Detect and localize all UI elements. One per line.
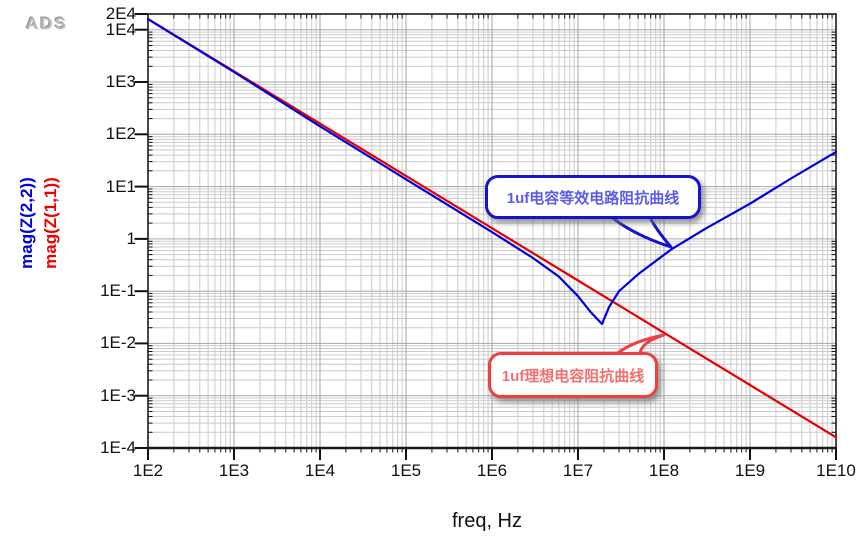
y-tick-label: 2E4 [105, 4, 136, 23]
y-tick-label: 1E-2 [100, 333, 136, 353]
callout-real-capacitor-text: 1uf电容等效电路阻抗曲线 [506, 189, 680, 207]
x-axis-title: freq, Hz [451, 510, 523, 532]
y-tick-label: 1E-1 [100, 281, 136, 301]
y-tick-label: 1 [126, 228, 136, 248]
x-tick-label: 1E2 [132, 461, 164, 480]
y-tick-label: 1E2 [105, 124, 136, 144]
x-tick-label: 1E9 [734, 461, 766, 480]
x-tick-label: 1E10 [816, 461, 856, 480]
ads-logo: ADS [26, 14, 68, 33]
x-tick-label: 1E3 [218, 461, 250, 480]
y-tick-label: 1E1 [105, 176, 136, 196]
x-tick-label: 1E7 [562, 461, 594, 480]
y-tick-label: 1E4 [105, 19, 136, 39]
x-tick-label: 1E5 [390, 461, 422, 480]
callout-real-capacitor-curve[interactable]: 1uf电容等效电路阻抗曲线 [485, 175, 701, 219]
y-tick-label: 1E-4 [100, 438, 136, 457]
x-tick-label: 1E6 [476, 461, 508, 480]
x-tick-label: 1E8 [648, 461, 680, 480]
y-tick-label: 1E-3 [100, 385, 136, 405]
x-tick-label: 1E4 [304, 461, 336, 480]
trace-mag(Z(2,2))[interactable] [146, 18, 838, 326]
trace-mag(Z(1,1))[interactable] [146, 18, 838, 439]
callout-ideal-capacitor-text: 1uf理想电容阻抗曲线 [501, 367, 645, 385]
callout-ideal-capacitor-curve[interactable]: 1uf理想电容阻抗曲线 [488, 352, 658, 398]
y-axis-series-label-blue: mag(Z(2,2)) [17, 177, 36, 269]
y-tick-label: 1E3 [105, 72, 136, 92]
